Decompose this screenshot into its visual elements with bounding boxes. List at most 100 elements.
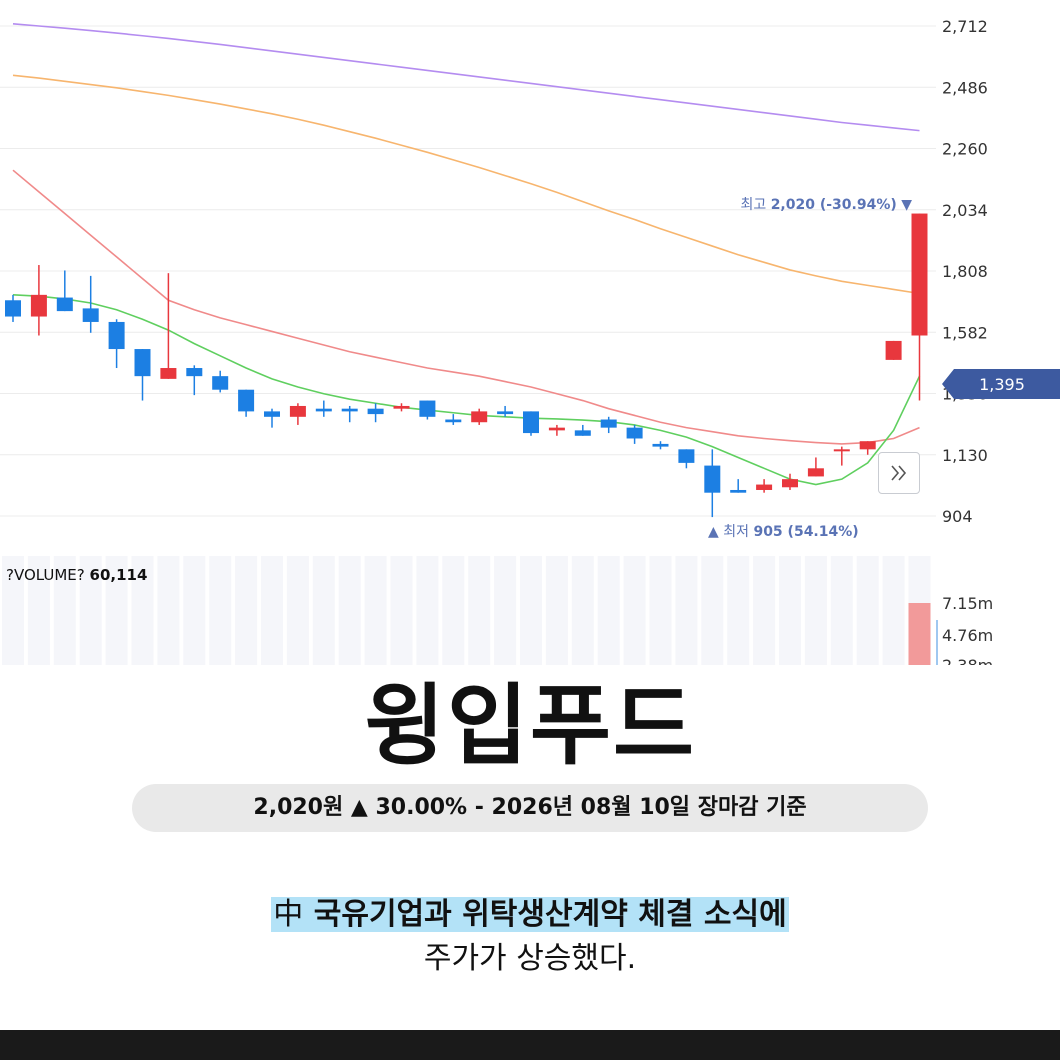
volume-bar-slot <box>235 556 258 665</box>
volume-bar-slot <box>804 556 827 665</box>
candle <box>782 473 798 490</box>
candle <box>859 441 876 455</box>
moving-average-lines <box>12 23 921 486</box>
stock-chart: 2,7122,4862,2602,0341,8081,5821,3561,130… <box>0 17 1060 665</box>
candle-body <box>652 443 669 447</box>
candle <box>807 457 824 477</box>
candle-body <box>212 376 229 390</box>
candle <box>419 400 436 420</box>
candle <box>548 424 565 436</box>
candle <box>652 441 669 450</box>
candle-body <box>704 465 721 493</box>
candle <box>238 389 255 417</box>
volume-axis: 7.15m 4.76m 2.38m <box>942 594 993 665</box>
y-tick-label: 904 <box>942 507 973 526</box>
volume-bar-slot <box>468 556 491 665</box>
volume-bar-slot <box>597 556 620 665</box>
candle <box>911 213 928 401</box>
candle <box>756 479 773 493</box>
candle <box>212 370 229 393</box>
candle-body <box>186 368 203 377</box>
candle-body <box>911 213 928 336</box>
candle-body <box>5 300 21 317</box>
y-axis: 2,7122,4862,2602,0341,8081,5821,3561,130… <box>942 17 988 526</box>
candle-body <box>341 408 358 412</box>
candle-body <box>134 349 151 377</box>
candle <box>574 424 591 436</box>
candle <box>523 411 539 436</box>
candle <box>471 408 488 425</box>
volume-bar-slot <box>131 556 154 665</box>
candle <box>56 270 73 312</box>
volume-bar-slot <box>209 556 232 665</box>
y-tick-label: 2,712 <box>942 17 988 36</box>
candle-body <box>600 419 617 428</box>
candle <box>186 365 203 396</box>
candle <box>600 416 617 434</box>
volume-bar <box>908 603 931 665</box>
current-price-tag: 1,395 <box>942 369 1060 399</box>
high-annotation: 최고 2,020 (-30.94%) ▼ <box>740 197 912 213</box>
ma-long-line <box>12 74 920 295</box>
volume-bar-slot <box>442 556 465 665</box>
candle-body <box>782 479 798 488</box>
candle-body <box>264 411 280 417</box>
candle-body <box>30 294 47 317</box>
volume-bar-slot <box>183 556 206 665</box>
candles <box>5 213 928 518</box>
volume-tick-label: 7.15m <box>942 594 993 613</box>
volume-bar-slot <box>27 556 50 665</box>
candle <box>730 479 747 493</box>
candle-body <box>859 441 876 450</box>
candle <box>885 340 902 360</box>
volume-bar-slot <box>312 556 335 665</box>
candle-body <box>393 405 410 409</box>
svg-text:1,395: 1,395 <box>979 375 1025 394</box>
ma-mid-line <box>12 169 920 445</box>
candle <box>315 400 332 417</box>
y-tick-label: 2,034 <box>942 201 988 220</box>
candle <box>833 446 850 466</box>
volume-bar-slot <box>2 556 24 665</box>
volume-tick-label: 2.38m <box>942 656 993 665</box>
volume-bar-slot <box>416 556 439 665</box>
price-info-bar: 2,020원 ▲ 30.00% - 2026년 08월 10일 장마감 기준 <box>132 784 928 832</box>
volume-bar-slot <box>701 556 724 665</box>
volume-tick-label: 4.76m <box>942 626 993 645</box>
candle-body <box>626 427 643 439</box>
stock-name: 윙입푸드 <box>364 674 696 777</box>
candle-body <box>756 484 773 490</box>
candle <box>445 414 462 425</box>
volume-bar-slot <box>649 556 672 665</box>
candle <box>497 405 514 417</box>
candle-body <box>523 411 539 434</box>
candle-body <box>574 430 591 436</box>
candle <box>626 424 643 444</box>
headline-line-2: 주가가 상승했다. <box>423 941 637 976</box>
candle <box>108 319 125 369</box>
candle-body <box>419 400 436 417</box>
candle-body <box>807 468 824 477</box>
volume-bar-slot <box>338 556 361 665</box>
candle-body <box>885 340 902 360</box>
low-annotation: ▲ 최저 905 (54.14%) <box>708 524 859 540</box>
volume-bar-slot <box>105 556 128 665</box>
volume-bar-slot <box>53 556 76 665</box>
volume-bar-slot <box>727 556 750 665</box>
candle <box>289 403 306 425</box>
candle <box>5 294 21 322</box>
candle <box>367 403 384 423</box>
volume-bar-slot <box>830 556 853 665</box>
volume-bar-slot <box>675 556 698 665</box>
candle-body <box>238 389 255 412</box>
volume-bar-slot <box>286 556 309 665</box>
y-tick-label: 1,582 <box>942 323 988 342</box>
candle-body <box>82 308 99 322</box>
ma-longest-line <box>12 23 920 132</box>
volume-bar-slot <box>157 556 180 665</box>
volume-bar-slot <box>571 556 594 665</box>
scroll-forward-button[interactable] <box>878 452 920 494</box>
volume-bar-slot <box>79 556 102 665</box>
volume-bar-slot <box>494 556 517 665</box>
volume-bar-slot <box>856 556 879 665</box>
